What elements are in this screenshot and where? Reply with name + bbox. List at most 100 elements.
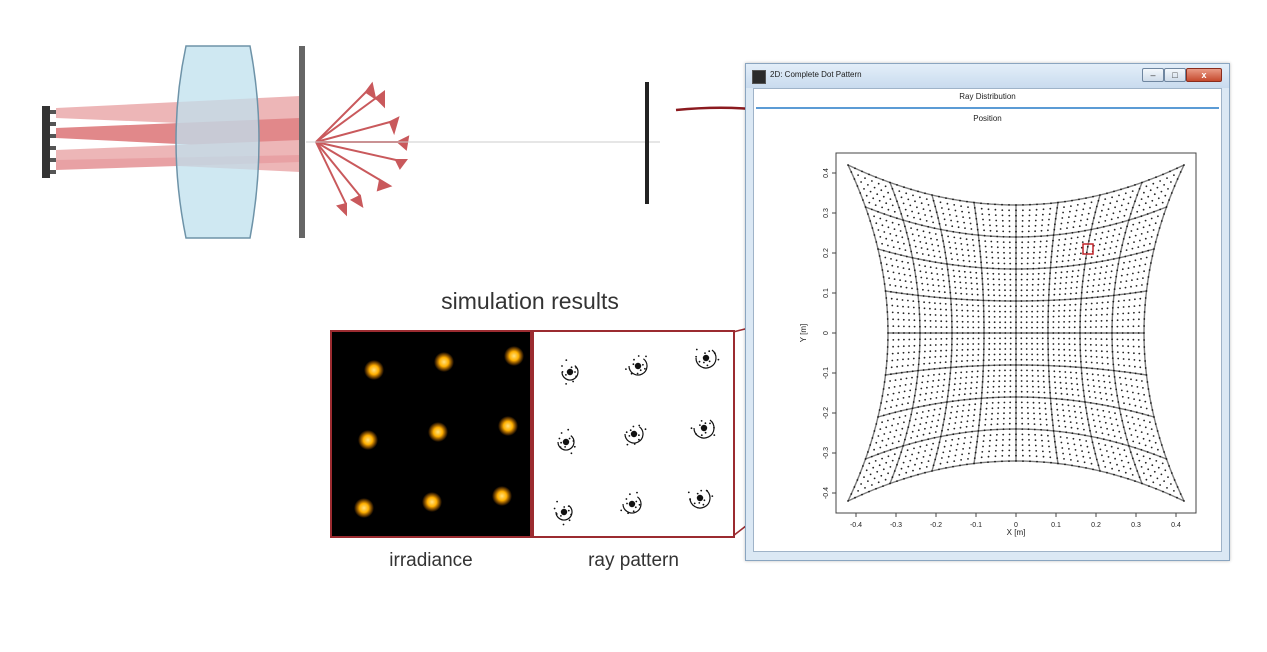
close-button[interactable]: x	[1186, 68, 1222, 82]
dot	[1124, 192, 1127, 195]
dot	[1057, 321, 1060, 323]
dot	[939, 201, 942, 204]
dot	[945, 326, 948, 329]
dot	[1020, 273, 1023, 276]
dot	[885, 263, 888, 266]
dot	[1144, 202, 1147, 205]
dot	[892, 271, 895, 274]
dot	[905, 192, 908, 195]
maximize-button[interactable]: □	[1164, 68, 1186, 82]
dot	[972, 310, 974, 312]
dot	[1127, 397, 1130, 399]
dot	[1101, 454, 1103, 457]
dot	[943, 285, 946, 288]
dot	[954, 209, 957, 212]
dot	[1064, 371, 1067, 373]
dot	[1069, 453, 1071, 456]
dot	[1052, 354, 1055, 356]
dot	[1070, 237, 1073, 240]
dot	[994, 450, 997, 452]
dot	[1069, 243, 1072, 245]
dot	[1114, 457, 1116, 460]
dot	[1118, 430, 1121, 433]
irradiance-spot	[504, 346, 524, 366]
dot	[1095, 326, 1097, 328]
dot	[972, 337, 975, 340]
ray-spot	[625, 355, 648, 376]
dot	[911, 453, 913, 456]
dot	[885, 202, 888, 205]
dot	[999, 342, 1001, 345]
dot	[1132, 272, 1134, 275]
dot	[944, 224, 947, 226]
dot	[891, 304, 894, 307]
dot	[916, 251, 918, 254]
dot	[1167, 476, 1169, 478]
ray-distribution-tab[interactable]: Ray Distribution	[959, 92, 1016, 101]
dot	[995, 224, 998, 227]
dot	[1106, 319, 1108, 322]
dot	[963, 393, 966, 396]
dot	[1131, 247, 1134, 250]
dot	[1052, 359, 1055, 362]
dot	[1031, 369, 1034, 372]
dot	[1075, 377, 1078, 380]
dot	[1120, 281, 1122, 283]
dot	[1083, 202, 1086, 205]
dot	[1080, 411, 1082, 414]
dot	[877, 182, 880, 185]
dot	[1166, 177, 1168, 179]
dot	[936, 273, 939, 275]
dot	[1054, 392, 1057, 395]
dot	[1121, 338, 1124, 341]
dot	[884, 407, 887, 410]
dot	[965, 425, 968, 428]
dot	[1069, 292, 1072, 295]
dot	[880, 189, 883, 192]
dot	[1127, 461, 1130, 464]
dot	[1097, 249, 1100, 252]
dot	[1173, 174, 1175, 176]
dot	[1064, 238, 1067, 241]
dot	[1138, 352, 1141, 355]
dot	[1084, 326, 1087, 329]
dot	[925, 271, 927, 274]
dot	[938, 413, 941, 416]
dot	[1053, 375, 1056, 378]
dot	[1057, 244, 1060, 247]
dot	[996, 433, 998, 436]
dot	[961, 326, 964, 329]
dot	[1099, 272, 1102, 275]
window-titlebar[interactable]: 2D: Complete Dot Pattern – □ x	[746, 64, 1229, 88]
dot	[1095, 350, 1098, 352]
dot	[1131, 416, 1134, 419]
detector-screen	[645, 82, 649, 204]
dot	[992, 385, 995, 388]
dot	[1140, 431, 1143, 433]
dot	[1039, 246, 1042, 248]
irradiance-spots	[354, 346, 524, 518]
dot	[873, 448, 875, 451]
dot	[1114, 206, 1116, 209]
dot	[904, 384, 907, 386]
dot	[1045, 245, 1048, 248]
dot	[972, 354, 974, 356]
y-axis-ticks: -0.4-0.3-0.2-0.100.10.20.30.4	[823, 168, 836, 499]
dot	[1060, 441, 1063, 444]
dot	[1031, 316, 1033, 318]
dot	[1031, 375, 1034, 377]
dot	[945, 314, 948, 317]
minimize-button[interactable]: –	[1142, 68, 1164, 82]
dot	[944, 361, 947, 363]
dot	[899, 385, 901, 387]
dot	[1105, 325, 1108, 328]
dot	[898, 272, 900, 275]
dot	[1106, 344, 1108, 347]
dot	[1045, 251, 1047, 253]
dot	[911, 233, 914, 236]
dot	[993, 359, 996, 361]
dot	[969, 392, 972, 395]
dot	[950, 252, 952, 255]
dot	[958, 393, 961, 396]
dot	[1116, 319, 1119, 322]
